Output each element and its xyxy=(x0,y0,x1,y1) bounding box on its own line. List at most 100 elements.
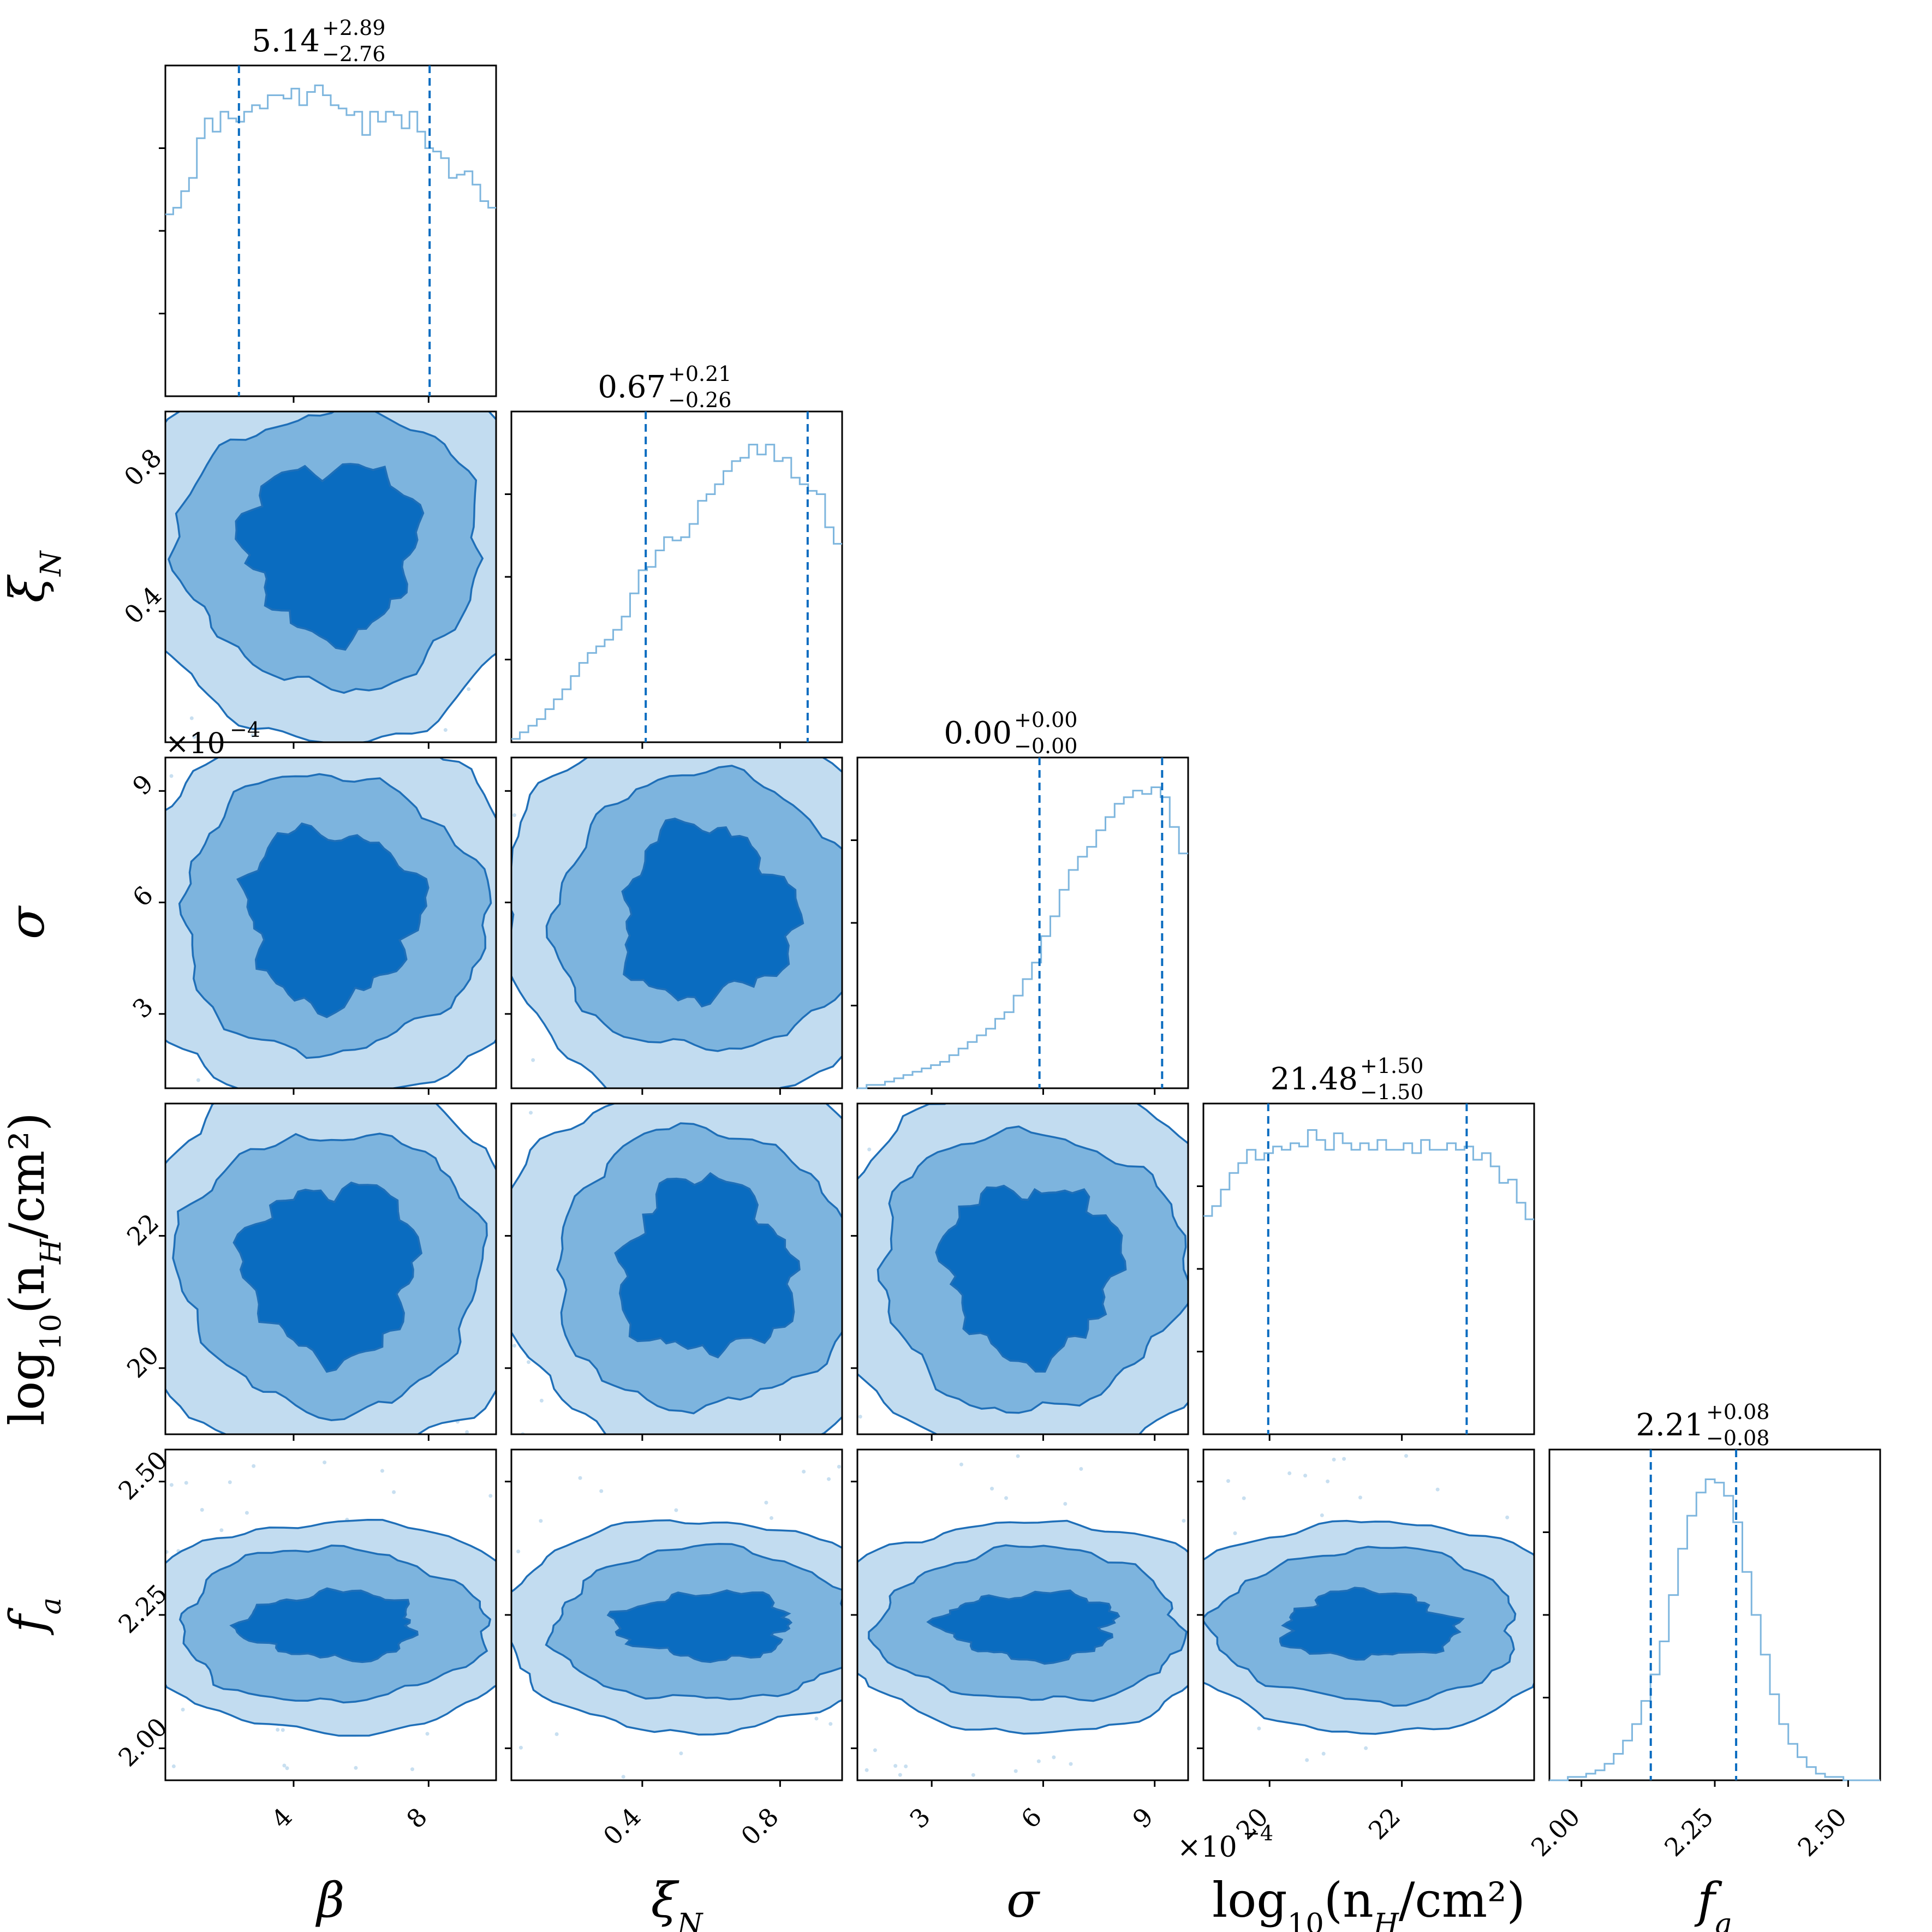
sample-point xyxy=(1358,1495,1362,1500)
contour-frame xyxy=(164,410,497,743)
contour-panel-sigma-f_a xyxy=(856,1448,1189,1781)
contour-inner xyxy=(935,1184,1127,1373)
sample-point xyxy=(1052,1755,1056,1760)
x-axis-label-xi_N: ξN xyxy=(651,1872,703,1932)
sample-point xyxy=(252,1464,256,1468)
sample-point xyxy=(169,774,174,778)
sample-point xyxy=(282,1763,287,1768)
sample-point xyxy=(410,1767,415,1772)
sample-point xyxy=(184,1481,188,1485)
sample-point xyxy=(578,1476,582,1480)
histogram-f_a xyxy=(1549,1478,1880,1781)
histogram-beta xyxy=(165,84,496,216)
contour-panel-sigma-log10_nH xyxy=(856,1102,1189,1435)
hist-title-value: 0.00 xyxy=(944,715,1012,751)
y-tick-label: 6 xyxy=(127,880,159,913)
contour-frame xyxy=(856,1102,1189,1435)
x-tick-label: 2.00 xyxy=(1525,1802,1586,1863)
sample-point xyxy=(898,1773,902,1777)
hist-frame xyxy=(856,756,1189,1089)
sample-point xyxy=(959,1462,963,1466)
sample-point xyxy=(1342,1457,1346,1461)
y-tick-label: 0.4 xyxy=(118,581,168,630)
sample-point xyxy=(764,1500,768,1505)
contour-panel-log10_nH-f_a xyxy=(1202,1448,1535,1781)
sample-point xyxy=(189,716,194,720)
x-tick-label: 22 xyxy=(1363,1802,1406,1846)
hist-panel-sigma: 0.00 +0.00−0.00 xyxy=(851,708,1189,1089)
sample-point xyxy=(488,1494,493,1498)
hist-title-minus: −2.76 xyxy=(322,42,385,66)
sample-point xyxy=(802,1469,806,1474)
y-tick-label: 9 xyxy=(127,769,159,801)
sample-point xyxy=(1257,1726,1261,1731)
sample-point xyxy=(828,1722,833,1726)
contour-frame xyxy=(510,1102,843,1435)
sample-point xyxy=(814,1716,819,1721)
sample-point xyxy=(425,1732,430,1736)
hist-title-plus: +0.08 xyxy=(1706,1400,1769,1424)
sample-point xyxy=(904,1764,908,1769)
hist-title-value: 2.21 xyxy=(1636,1408,1704,1443)
hist-panel-beta: 5.14 +2.89−2.76 xyxy=(159,16,497,397)
sample-point xyxy=(1287,1471,1292,1476)
x-tick-label: 8 xyxy=(401,1802,433,1834)
sample-point xyxy=(527,1360,531,1364)
sample-point xyxy=(465,1430,469,1434)
sample-point xyxy=(1233,1531,1237,1535)
histogram-log10_nH xyxy=(1203,1129,1534,1220)
hist-title-plus: +0.21 xyxy=(668,362,731,386)
y-scale-label: ×10 xyxy=(165,728,225,760)
contour-panel-beta-xi_N xyxy=(164,410,497,743)
sample-point xyxy=(990,1487,994,1491)
sample-point xyxy=(1226,1479,1230,1483)
sample-point xyxy=(1242,1496,1246,1500)
sample-point xyxy=(251,734,255,738)
sample-point xyxy=(323,1460,327,1465)
sample-point xyxy=(554,1732,559,1737)
x-tick-label: 3 xyxy=(904,1802,936,1834)
y-tick-label: 22 xyxy=(121,1208,165,1251)
x-axis-label-sigma: σ xyxy=(1006,1872,1041,1928)
y-axis-label-log10_nH: log10(nH/cm²) xyxy=(0,1112,68,1426)
contour-inner xyxy=(926,1589,1120,1665)
sample-point xyxy=(169,1483,174,1487)
sample-point xyxy=(276,1727,280,1732)
contour-inner xyxy=(232,1181,423,1373)
hist-title-value: 5.14 xyxy=(252,23,320,59)
sample-point xyxy=(181,1707,185,1712)
contour-inner xyxy=(235,463,425,651)
contour-panel-xi_N-sigma xyxy=(510,756,843,1089)
hist-title-plus: +2.89 xyxy=(322,16,385,40)
hist-title-plus: +1.50 xyxy=(1360,1054,1423,1078)
sample-point xyxy=(171,1764,176,1768)
contour-frame xyxy=(510,756,843,1089)
sample-point xyxy=(192,735,196,739)
x-axis-label-beta: β xyxy=(315,1872,345,1928)
sample-point xyxy=(392,1490,396,1494)
sample-point xyxy=(1435,1487,1440,1492)
sample-point xyxy=(443,728,448,732)
x-tick-label: 0.8 xyxy=(735,1802,784,1851)
sample-point xyxy=(1326,1479,1330,1483)
sample-point xyxy=(1303,1474,1308,1478)
sample-point xyxy=(196,1078,200,1082)
hist-frame xyxy=(1548,1448,1881,1781)
x-axis-label-f_a: fa xyxy=(1694,1872,1732,1932)
histogram-sigma xyxy=(857,786,1188,1089)
sample-point xyxy=(1079,1466,1083,1471)
y-tick-label: 20 xyxy=(121,1340,165,1384)
y-tick-label: 2.50 xyxy=(112,1445,173,1506)
sample-point xyxy=(837,1464,841,1469)
sample-point xyxy=(827,1477,831,1481)
sample-point xyxy=(228,1480,232,1484)
contour-inner xyxy=(236,822,430,1018)
sample-point xyxy=(674,1508,678,1512)
sample-point xyxy=(512,813,517,818)
sample-point xyxy=(599,1489,604,1493)
y-axis-label-sigma: σ xyxy=(0,905,55,939)
hist-frame xyxy=(510,410,843,743)
sample-point xyxy=(467,687,471,691)
sample-point xyxy=(245,1511,249,1515)
contour-inner xyxy=(606,1589,793,1663)
